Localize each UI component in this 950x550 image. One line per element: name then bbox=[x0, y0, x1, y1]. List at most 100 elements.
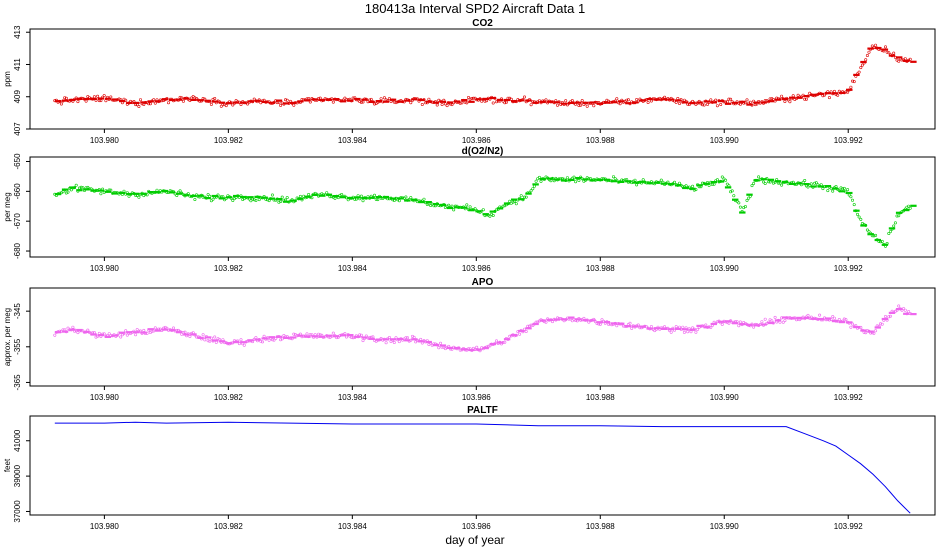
data-point bbox=[135, 328, 139, 332]
y-tick-label: 411 bbox=[13, 58, 22, 71]
data-point bbox=[747, 196, 751, 200]
x-tick-label: 103.980 bbox=[90, 393, 119, 402]
data-point bbox=[682, 330, 686, 334]
data-point bbox=[59, 102, 63, 106]
data-point bbox=[213, 335, 217, 339]
data-point bbox=[730, 189, 734, 193]
data-point bbox=[710, 183, 714, 187]
y-tick-label: 39000 bbox=[13, 464, 22, 487]
data-point bbox=[107, 332, 111, 336]
y-tick-label: -345 bbox=[13, 303, 22, 320]
data-point bbox=[539, 179, 543, 183]
data-point bbox=[763, 182, 767, 186]
data-point bbox=[74, 183, 78, 187]
data-point bbox=[874, 329, 878, 333]
x-tick-label: 103.986 bbox=[462, 136, 491, 145]
data-point bbox=[696, 327, 700, 331]
data-point bbox=[783, 100, 787, 104]
data-point bbox=[102, 332, 106, 336]
data-point bbox=[404, 336, 408, 340]
data-point bbox=[270, 193, 274, 197]
data-point bbox=[427, 97, 431, 101]
data-point bbox=[504, 100, 508, 104]
data-point bbox=[580, 99, 584, 103]
data-point bbox=[522, 95, 526, 99]
data-point bbox=[611, 175, 615, 179]
data-point bbox=[893, 221, 897, 225]
figure-title: 180413a Interval SPD2 Aircraft Data 1 bbox=[365, 1, 585, 16]
y-tick-label: -365 bbox=[13, 374, 22, 391]
data-point bbox=[712, 182, 716, 186]
data-point bbox=[887, 315, 891, 319]
plot-frame bbox=[29, 287, 936, 387]
data-point bbox=[331, 331, 335, 335]
data-point bbox=[686, 330, 690, 334]
data-point bbox=[494, 208, 498, 212]
data-point bbox=[887, 51, 891, 55]
data-point bbox=[379, 97, 383, 101]
data-point bbox=[727, 97, 731, 101]
x-tick-label: 103.990 bbox=[710, 393, 739, 402]
data-point bbox=[53, 333, 57, 337]
data-point bbox=[422, 197, 426, 201]
data-point bbox=[437, 346, 441, 350]
data-point bbox=[267, 338, 271, 342]
data-point bbox=[155, 188, 159, 192]
data-point bbox=[435, 103, 439, 107]
panels: CO2 ppm 103.980 103.982 103.984 103.986 103.98… bbox=[3, 18, 936, 531]
data-point bbox=[649, 325, 653, 329]
panel-title: d(O2/N2) bbox=[462, 146, 504, 157]
data-point bbox=[69, 188, 73, 192]
data-point bbox=[172, 326, 176, 330]
data-point bbox=[780, 183, 784, 187]
data-point bbox=[445, 104, 449, 108]
data-point bbox=[625, 98, 629, 102]
data-point bbox=[316, 332, 320, 336]
data-point bbox=[231, 199, 235, 203]
y-tick-label: 41000 bbox=[13, 429, 22, 452]
data-point bbox=[211, 197, 215, 201]
data-point bbox=[531, 187, 535, 191]
data-point bbox=[788, 100, 792, 104]
data-point bbox=[272, 338, 276, 342]
data-point bbox=[705, 102, 709, 106]
data-point bbox=[471, 96, 475, 100]
data-point bbox=[257, 198, 261, 202]
data-point bbox=[763, 317, 767, 321]
data-point bbox=[715, 178, 719, 182]
data-point bbox=[529, 103, 533, 107]
data-point bbox=[382, 96, 386, 100]
data-point bbox=[125, 333, 129, 337]
y-tick-label: 409 bbox=[13, 90, 22, 104]
x-tick-label: 103.984 bbox=[338, 264, 367, 273]
data-point bbox=[859, 325, 863, 329]
data-point bbox=[361, 199, 365, 203]
data-point bbox=[71, 325, 75, 329]
data-point bbox=[178, 189, 182, 193]
y-tick-label: 413 bbox=[13, 25, 22, 39]
data-point bbox=[206, 339, 210, 343]
data-point bbox=[892, 51, 896, 55]
data-point bbox=[635, 98, 639, 102]
data-point bbox=[860, 63, 864, 67]
data-point bbox=[331, 100, 335, 104]
data-point bbox=[452, 208, 456, 212]
data-point bbox=[468, 97, 472, 101]
data-point bbox=[214, 340, 218, 344]
data-point bbox=[880, 239, 884, 243]
data-point bbox=[262, 334, 266, 338]
data-point bbox=[831, 315, 835, 319]
data-point bbox=[206, 193, 210, 197]
data-point bbox=[878, 322, 882, 326]
data-point bbox=[615, 324, 619, 328]
y-tick-label: -355 bbox=[13, 338, 22, 355]
data-point bbox=[837, 317, 841, 321]
data-point bbox=[409, 101, 413, 105]
data-point bbox=[681, 325, 685, 329]
x-tick-label: 103.980 bbox=[90, 522, 119, 531]
data-point bbox=[804, 97, 808, 101]
data-point bbox=[641, 178, 645, 182]
data-point bbox=[201, 333, 205, 337]
data-point bbox=[846, 188, 850, 192]
data-point bbox=[864, 58, 868, 62]
